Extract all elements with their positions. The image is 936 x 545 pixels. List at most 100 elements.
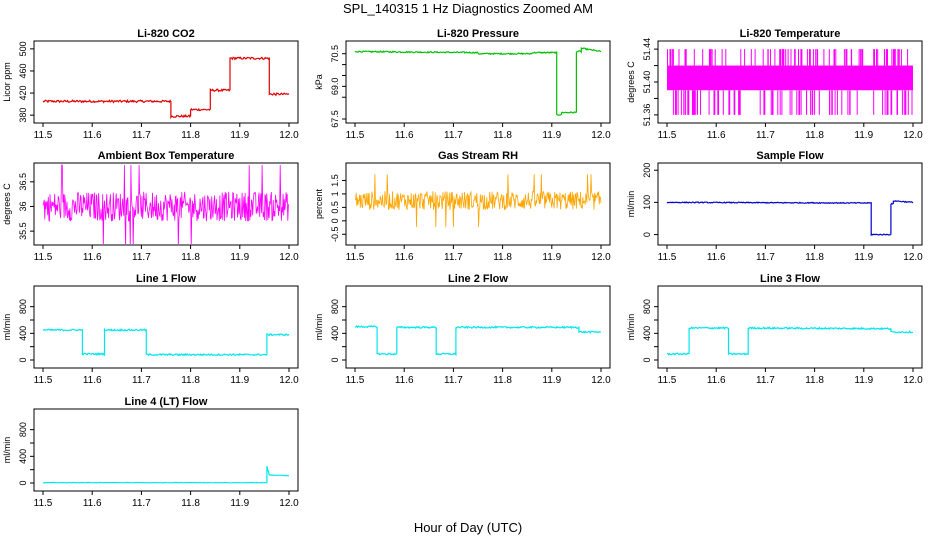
chart-panel: Li-820 Pressure kPa 11.5 11.6 11.7 11.8 11.9 12… [314,28,611,141]
plot-frame [33,40,299,124]
x-tick-label: 11.9 [230,375,249,386]
y-tick-label: 500 [18,41,28,56]
series-line [666,326,914,356]
x-tick-label: 11.9 [230,252,249,263]
y-tick-label: 36.5 [18,173,28,191]
y-tick-label: 100 [642,195,652,210]
chart-panel: Li-820 Temperature degrees C 11.5 11.6 11.7 1… [626,28,923,141]
figure-xlabel: Hour of Day (UTC) [414,520,522,535]
x-tick-label: 11.9 [542,252,561,263]
x-tick-label: 11.9 [854,375,873,386]
x-tick-label: 11.5 [658,252,677,263]
x-tick-label: 12.0 [903,252,923,263]
plot-frame [345,162,611,246]
series-line [666,200,914,237]
y-tick-label: 800 [18,422,28,437]
panel-title: Li-820 Pressure [437,28,519,40]
plot-frame [33,162,299,246]
x-tick-label: 12.0 [279,498,299,509]
y-tick-label: 0 [18,480,28,485]
x-tick-label: 12.0 [903,130,923,141]
series-line [42,56,290,120]
y-tick-label: 200 [642,163,652,178]
series-line [354,174,602,228]
x-tick-label: 11.8 [805,252,824,263]
x-tick-label: 11.7 [756,130,775,141]
y-tick-label: 0 [330,357,340,362]
y-tick-label: 35.5 [18,222,28,240]
x-tick-label: 11.7 [444,375,463,386]
panel-title: Ambient Box Temperature [98,150,235,162]
y-tick-label: 70.5 [330,45,340,63]
panel-title: Gas Stream RH [438,150,518,162]
x-tick-label: 11.6 [83,498,102,509]
x-tick-label: 11.8 [181,252,200,263]
y-tick-label: 800 [18,299,28,314]
figure-title: SPL_140315 1 Hz Diagnostics Zoomed AM [343,1,593,16]
series-spikes [667,49,913,115]
panel-title: Line 3 Flow [760,273,820,285]
y-tick-label: 400 [18,449,28,464]
plot-frame [33,408,299,492]
chart-panel: Li-820 CO2 Licor ppm 11.5 11.6 11.7 11.8 11.9 1… [2,28,299,141]
y-tick-label: 800 [642,299,652,314]
y-axis-label: ml/min [626,314,636,341]
y-axis-label: degrees C [626,61,636,103]
x-tick-label: 11.8 [493,252,512,263]
plot-frame [345,285,611,369]
y-tick-label: 0.5 [330,201,340,214]
y-axis-label: ml/min [314,314,324,341]
chart-panel: Line 1 Flow ml/min 11.5 11.6 11.7 11.8 11.9 12.… [2,273,299,386]
x-tick-label: 11.7 [444,252,463,263]
x-tick-label: 11.9 [854,252,873,263]
y-tick-label: 1.5 [330,174,340,187]
y-tick-label: 0 [642,357,652,362]
x-tick-label: 12.0 [279,130,299,141]
x-tick-label: 11.6 [395,375,414,386]
y-axis-label: ml/min [2,437,12,464]
series-line [354,324,602,357]
y-axis-label: percent [314,188,324,219]
x-tick-label: 11.9 [230,498,249,509]
x-tick-label: 12.0 [591,375,611,386]
y-tick-label: 800 [330,299,340,314]
plot-frame [345,40,611,124]
y-tick-label: -0.5 [330,227,340,243]
series-band [667,65,913,91]
y-tick-label: 67.5 [330,110,340,128]
x-tick-label: 11.5 [346,130,365,141]
x-tick-label: 11.6 [395,130,414,141]
chart-panel: Line 4 (LT) Flow ml/min 11.5 11.6 11.7 11.8 11… [2,396,299,509]
x-tick-label: 11.5 [346,252,365,263]
y-tick-label: 0 [330,218,340,223]
series-line [42,164,290,244]
x-tick-label: 11.7 [444,130,463,141]
x-tick-label: 11.6 [83,130,102,141]
y-tick-label: 51.44 [642,38,652,61]
x-tick-label: 11.7 [132,375,151,386]
chart-panel: Line 3 Flow ml/min 11.5 11.6 11.7 11.8 11.9 12.… [626,273,923,386]
x-tick-label: 11.7 [132,130,151,141]
chart-panel: Sample Flow ml/min 11.5 11.6 11.7 11.8 11.9 12.… [626,150,923,263]
series-line [42,466,290,484]
y-tick-label: 0 [642,232,652,237]
y-axis-label: Licor ppm [2,62,12,102]
y-axis-label: ml/min [2,314,12,341]
series-line [42,327,290,357]
x-tick-label: 12.0 [279,375,299,386]
y-tick-label: 420 [18,86,28,101]
series-line [354,47,602,116]
x-tick-label: 11.8 [805,375,824,386]
panel-title: Li-820 CO2 [137,28,194,40]
y-tick-label: 400 [18,326,28,341]
y-tick-label: 36 [18,201,28,211]
x-tick-label: 11.6 [707,375,726,386]
y-tick-label: 0 [18,357,28,362]
x-tick-label: 11.6 [707,130,726,141]
x-tick-label: 11.8 [493,130,512,141]
panel-title: Sample Flow [756,150,824,162]
y-tick-label: 51.36 [642,104,652,127]
x-tick-label: 11.8 [181,498,200,509]
